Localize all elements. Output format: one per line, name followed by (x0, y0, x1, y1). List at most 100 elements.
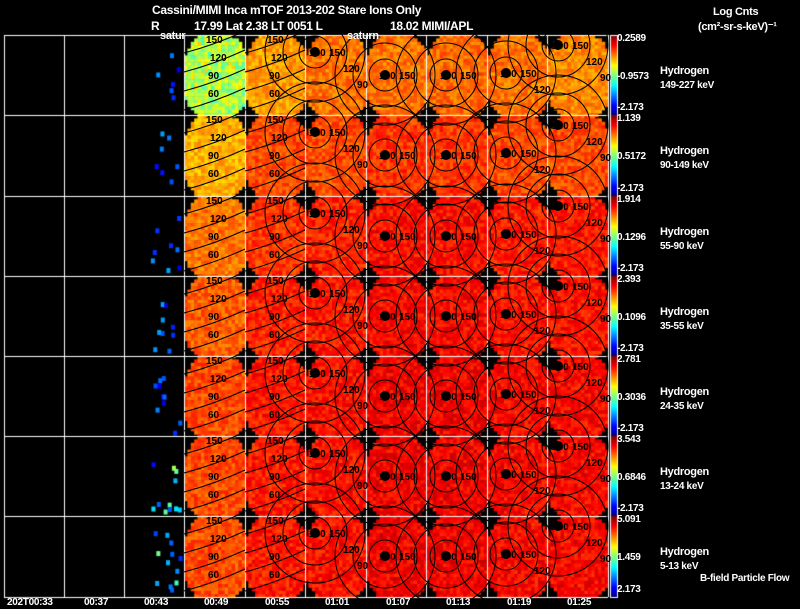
contour-label: 150 (460, 71, 477, 82)
energy-range-label: 55-90 keV (660, 241, 704, 252)
contour-label: 150 (572, 522, 589, 533)
subsolar-dot (501, 229, 511, 239)
contour-line (413, 122, 479, 188)
contour-label: 180 (379, 472, 396, 483)
contour-label: 180 (309, 128, 326, 139)
contour-line (368, 539, 402, 573)
contour-label: 90 (357, 481, 369, 492)
contour-line (183, 30, 246, 54)
contour-label: 180 (309, 289, 326, 300)
contour-label: 150 (520, 390, 537, 401)
contour-label: 60 (269, 570, 281, 581)
contour-label: 60 (208, 330, 220, 341)
plot-title: Cassini/MIMI Inca mTOF 2013-202 Stare Io… (152, 3, 422, 17)
contour-label: 120 (586, 538, 603, 549)
contour-label: 180 (379, 312, 396, 323)
colorbar-min-label: 2.173 (617, 584, 641, 595)
contour-label: 150 (206, 516, 223, 527)
contour-label: 120 (271, 294, 288, 305)
contour-label: 120 (343, 305, 360, 316)
subsolar-dot (310, 528, 320, 538)
contour-label: 90 (269, 392, 281, 403)
contour-line (264, 162, 366, 264)
energy-range-label: 5-13 keV (660, 561, 699, 572)
contour-line (507, 395, 609, 497)
contour-line (455, 22, 557, 124)
contour-label: 90 (208, 232, 220, 243)
contour-label: 120 (534, 566, 551, 577)
contour-label: 150 (520, 69, 537, 80)
contour-label: 90 (208, 552, 220, 563)
contour-label: 90 (357, 80, 369, 91)
colorbar-min-label: -2.173 (617, 343, 644, 354)
contour-label: 60 (269, 89, 281, 100)
contour-line (368, 58, 402, 92)
contour-line (334, 185, 436, 287)
contour-label: 180 (309, 449, 326, 460)
contour-label: 120 (343, 225, 360, 236)
contour-label: 180 (440, 392, 457, 403)
contour-line (413, 283, 479, 349)
contour-line (473, 201, 539, 267)
contour-label: 150 (329, 128, 346, 139)
contour-line (183, 148, 246, 172)
contour-label: 120 (210, 294, 227, 305)
colorbar-max-label: 2.393 (617, 274, 641, 285)
subsolar-dot (310, 127, 320, 137)
contour-line (282, 420, 348, 486)
contour-label: 150 (460, 312, 477, 323)
contour-line (395, 24, 497, 126)
contour-label: 180 (500, 390, 517, 401)
contour-line (455, 503, 557, 605)
contour-line (282, 19, 348, 85)
contour-label: 60 (208, 570, 220, 581)
contour-label: 120 (343, 465, 360, 476)
contour-line (395, 425, 497, 527)
contour-label: 150 (267, 35, 284, 46)
contour-line (244, 191, 306, 215)
contour-label: 150 (572, 202, 589, 213)
contour-label: 150 (520, 149, 537, 160)
contour-label: 150 (460, 472, 477, 483)
contour-label: 120 (271, 374, 288, 385)
contour-line (429, 58, 463, 92)
contour-label: 60 (269, 169, 281, 180)
energy-range-label: 24-35 keV (660, 401, 704, 412)
subsolar-dot (501, 68, 511, 78)
contour-label: 90 (357, 561, 369, 572)
contour-line (489, 457, 523, 491)
subsolar-dot (441, 551, 451, 561)
contour-label: 120 (271, 534, 288, 545)
contour-label: 120 (534, 486, 551, 497)
contour-label: 60 (208, 410, 220, 421)
contour-line (413, 443, 479, 509)
units-label: (cm²-sr-s-keV)⁻¹ (698, 21, 777, 33)
subsolar-dot (380, 391, 390, 401)
subsolar-dot (501, 549, 511, 559)
contour-line (244, 408, 306, 432)
contour-label: 150 (572, 41, 589, 52)
contour-line (507, 475, 609, 577)
contour-line (183, 290, 246, 314)
x-tick-label: 01:07 (386, 597, 411, 608)
contour-label: 90 (600, 554, 612, 565)
contour-line (368, 299, 402, 333)
contour-label: 150 (267, 115, 284, 126)
contour-line (334, 24, 436, 126)
contour-line (244, 488, 306, 512)
contour-label: 60 (269, 410, 281, 421)
contour-line (489, 297, 523, 331)
contour-label: 180 (500, 230, 517, 241)
contour-label: 180 (379, 392, 396, 403)
contour-label: 120 (586, 298, 603, 309)
contour-label: 150 (572, 282, 589, 293)
contour-line (541, 189, 575, 223)
contour-label: 150 (399, 232, 416, 243)
contour-line (183, 431, 246, 455)
contour-line (334, 505, 436, 607)
contour-line (244, 511, 306, 535)
contour-label: 150 (572, 362, 589, 373)
contour-line (298, 436, 332, 470)
subsolar-dot (380, 311, 390, 321)
contour-line (282, 260, 348, 326)
